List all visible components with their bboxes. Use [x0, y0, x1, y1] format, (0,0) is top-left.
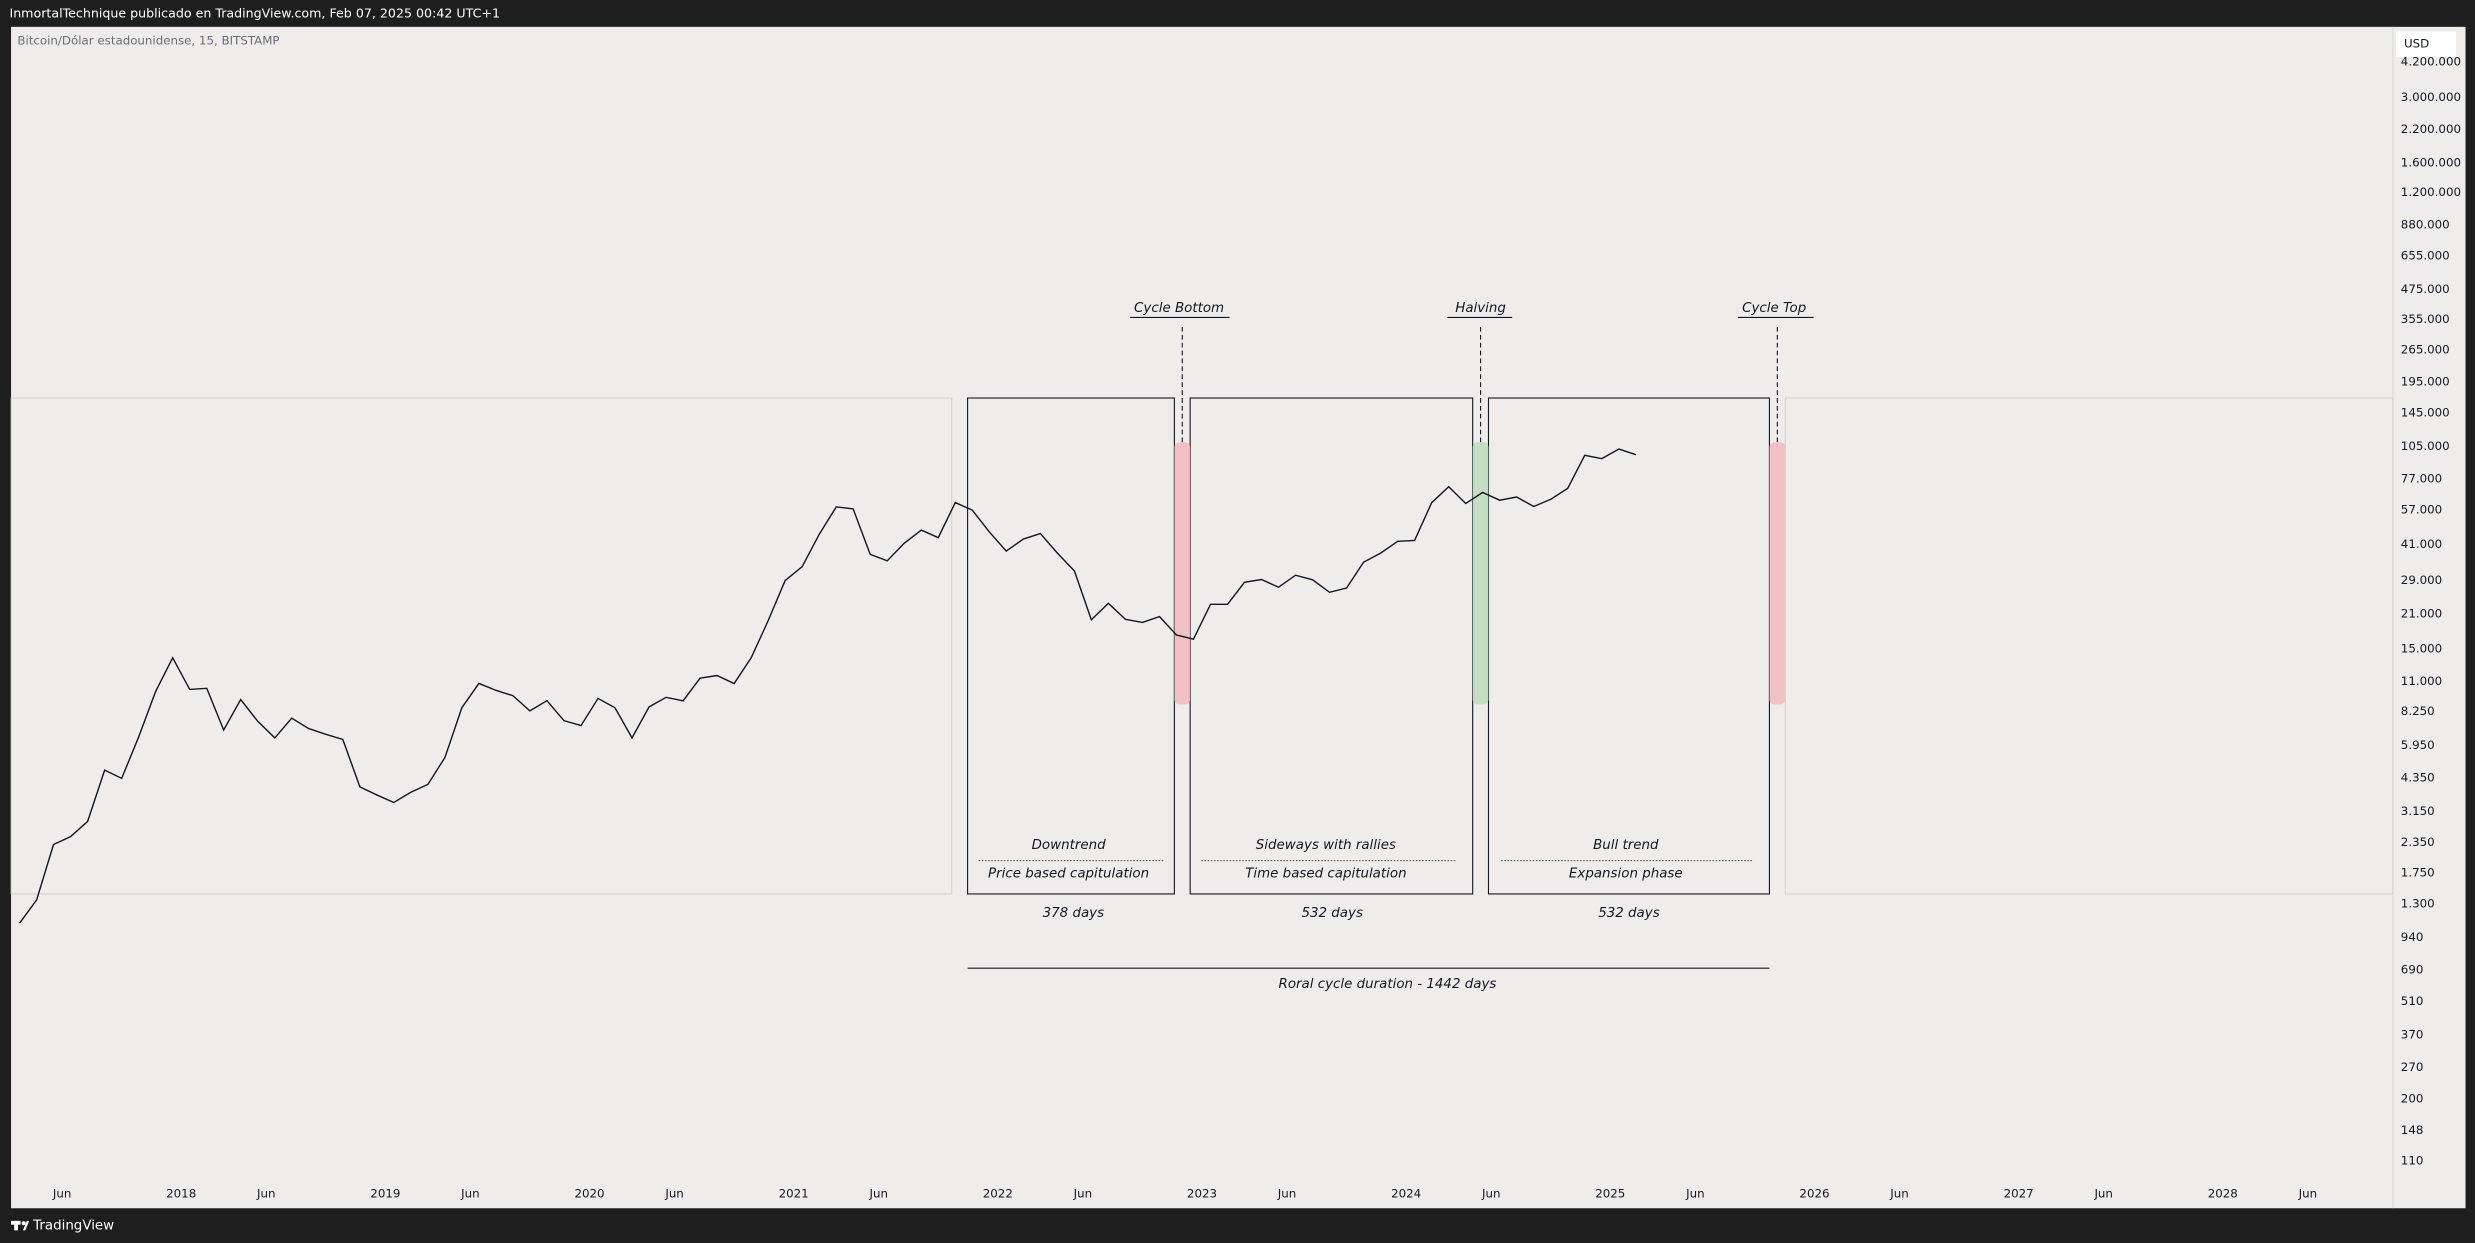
halving-band	[1472, 442, 1489, 705]
y-tick-label: 265.000	[2401, 343, 2450, 357]
x-tick-label: Jun	[1481, 1187, 1500, 1201]
annotation: 532 days	[1598, 906, 1659, 921]
annotation: Bull trend	[1593, 838, 1659, 853]
symbol-title: Bitcoin/Dólar estadounidense, 15, BITSTA…	[17, 34, 279, 48]
annotation: Cycle Top	[1742, 301, 1806, 316]
x-tick-label: Jun	[1073, 1187, 1092, 1201]
x-tick-label: 2028	[2208, 1187, 2238, 1201]
currency: USD	[2404, 37, 2429, 51]
y-tick-label: 148	[2401, 1123, 2424, 1137]
x-tick-label: Jun	[2298, 1187, 2317, 1201]
y-tick-label: 270	[2401, 1060, 2424, 1074]
x-tick-label: 2020	[574, 1187, 604, 1201]
y-tick-label: 690	[2401, 962, 2424, 976]
y-tick-label: 200	[2401, 1091, 2424, 1105]
header-text: InmortalTechnique publicado en TradingVi…	[9, 6, 500, 21]
y-tick-label: 1.750	[2401, 865, 2435, 879]
y-tick-label: 1.600.000	[2401, 155, 2461, 169]
x-tick-label: 2022	[983, 1187, 1013, 1201]
annotation: Downtrend	[1032, 838, 1106, 853]
y-tick-label: 77.000	[2401, 471, 2442, 485]
cycle-top-band	[1769, 442, 1786, 705]
x-tick-label: Jun	[1685, 1187, 1704, 1201]
x-tick-label: 2019	[370, 1187, 400, 1201]
annotation: 378 days	[1043, 906, 1104, 921]
y-tick-label: 3.000.000	[2401, 90, 2461, 104]
y-tick-label: 11.000	[2401, 674, 2442, 688]
annotation: Halving	[1455, 301, 1506, 316]
x-tick-label: 2023	[1187, 1187, 1217, 1201]
y-tick-label: 57.000	[2401, 503, 2442, 517]
x-tick-label: Jun	[2093, 1187, 2112, 1201]
y-tick-label: 41.000	[2401, 537, 2442, 551]
y-tick-label: 1.200.000	[2401, 185, 2461, 199]
y-tick-label: 2.200.000	[2401, 122, 2461, 136]
x-tick-label: 2026	[1799, 1187, 1829, 1201]
y-tick-label: 15.000	[2401, 642, 2442, 656]
y-tick-label: 195.000	[2401, 375, 2450, 389]
y-tick-label: 21.000	[2401, 607, 2442, 621]
x-tick-label: 2018	[166, 1187, 196, 1201]
plot-background	[11, 26, 2466, 1209]
y-tick-label: 5.950	[2401, 738, 2435, 752]
y-tick-label: 3.150	[2401, 804, 2435, 818]
x-tick-label: Jun	[664, 1187, 683, 1201]
x-tick-label: 2024	[1391, 1187, 1421, 1201]
x-tick-label: Jun	[52, 1187, 71, 1201]
footer-logo	[11, 1220, 30, 1231]
y-tick-label: 29.000	[2401, 573, 2442, 587]
cycle-bottom-band	[1174, 442, 1191, 705]
y-tick-label: 4.200.000	[2401, 55, 2461, 69]
y-tick-label: 105.000	[2401, 439, 2450, 453]
annotation: Expansion phase	[1569, 866, 1683, 881]
y-tick-label: 510	[2401, 994, 2424, 1008]
annotation: 532 days	[1301, 906, 1362, 921]
x-tick-label: Jun	[460, 1187, 479, 1201]
y-tick-label: 880.000	[2401, 218, 2450, 232]
y-tick-label: 940	[2401, 930, 2424, 944]
currency-box	[2396, 31, 2457, 57]
annotation: Price based capitulation	[988, 866, 1149, 881]
x-tick-label: Jun	[868, 1187, 887, 1201]
x-tick-label: Jun	[1277, 1187, 1296, 1201]
x-tick-label: Jun	[256, 1187, 275, 1201]
y-tick-label: 145.000	[2401, 405, 2450, 419]
annotation: Roral cycle duration - 1442 days	[1279, 977, 1497, 992]
x-tick-label: 2021	[779, 1187, 809, 1201]
y-tick-label: 1.300	[2401, 896, 2435, 910]
y-tick-label: 475.000	[2401, 282, 2450, 296]
y-tick-label: 4.350	[2401, 771, 2435, 785]
y-tick-label: 355.000	[2401, 312, 2450, 326]
y-tick-label: 110	[2401, 1154, 2424, 1168]
y-tick-label: 2.350	[2401, 835, 2435, 849]
y-tick-label: 655.000	[2401, 248, 2450, 262]
x-tick-label: Jun	[1889, 1187, 1908, 1201]
annotation: Sideways with rallies	[1256, 838, 1396, 853]
y-tick-label: 8.250	[2401, 704, 2435, 718]
annotation: Time based capitulation	[1245, 866, 1406, 881]
price-line	[19, 448, 1637, 924]
footer-brand: TradingView	[32, 1219, 114, 1234]
annotation: Cycle Bottom	[1134, 301, 1224, 316]
x-tick-label: 2027	[2004, 1187, 2034, 1201]
y-tick-label: 370	[2401, 1027, 2424, 1041]
x-tick-label: 2025	[1595, 1187, 1625, 1201]
